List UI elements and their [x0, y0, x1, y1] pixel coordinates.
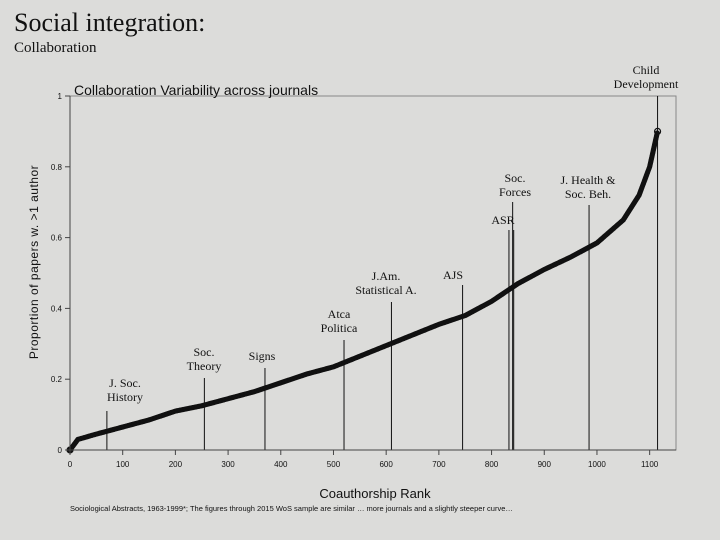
annotation-label-line: J.Am. — [372, 269, 401, 283]
y-tick-label: 1 — [58, 92, 63, 101]
annotation-label-j-soc-history: J. Soc. History — [107, 376, 143, 404]
annotation-label-line: History — [107, 390, 143, 404]
footnote: Sociological Abstracts, 1963-1999*; The … — [70, 504, 513, 513]
slide-title: Social integration: — [14, 8, 206, 37]
annotation-label-line: ASR — [491, 213, 514, 227]
annotation-label-line: Soc. — [194, 345, 215, 359]
annotation-label-line: Development — [614, 77, 679, 91]
x-axis-label: Coauthorship Rank — [319, 486, 431, 501]
x-tick-label: 200 — [169, 460, 183, 469]
annotation-label-line: Soc. — [505, 171, 526, 185]
annotation-label-line: Atca — [328, 307, 351, 321]
y-tick-label: 0.8 — [51, 163, 63, 172]
x-tick-label: 700 — [432, 460, 446, 469]
x-tick-label: 300 — [221, 460, 235, 469]
annotation-label-acta-politica: Atca Politica — [321, 307, 358, 335]
y-tick-label: 0.6 — [51, 234, 63, 243]
data-point — [653, 127, 662, 135]
annotation-label-line: J. Soc. — [109, 376, 141, 390]
slide-subtitle: Collaboration — [14, 40, 97, 56]
x-tick-label: 900 — [538, 460, 552, 469]
y-tick-label: 0 — [58, 446, 63, 455]
annotation-label-soc-theory: Soc. Theory — [187, 345, 222, 373]
chart-title: Collaboration Variability across journal… — [74, 82, 318, 98]
y-axis-label: Proportion of papers w. >1 author — [27, 165, 41, 359]
annotation-label-line: Politica — [321, 321, 358, 335]
annotation-label-signs: Signs — [249, 349, 276, 363]
annotation-label-j-am-statistical-a: J.Am. Statistical A. — [355, 269, 416, 297]
annotation-label-soc-forces: Soc. Forces — [499, 171, 531, 199]
annotation-label-line: Theory — [187, 359, 222, 373]
y-tick-label: 0.4 — [51, 304, 63, 313]
annotation-label-ajs: AJS — [443, 268, 463, 282]
annotation-label-line: J. Health & — [561, 173, 617, 187]
annotation-label-line: AJS — [443, 268, 463, 282]
annotation-label-line: Statistical A. — [355, 283, 416, 297]
annotation-label-line: Soc. Beh. — [565, 187, 611, 201]
y-tick-label: 0.2 — [51, 375, 63, 384]
annotation-label-j-health-soc-beh: J. Health & Soc. Beh. — [561, 173, 617, 201]
x-tick-label: 500 — [327, 460, 341, 469]
x-tick-label: 100 — [116, 460, 130, 469]
x-tick-label: 1000 — [588, 460, 606, 469]
annotation-label-line: Signs — [249, 349, 276, 363]
annotation-label-child-development: Child Development — [614, 63, 679, 91]
annotation-label-line: Child — [633, 63, 660, 77]
annotation-label-asr: ASR — [491, 213, 514, 227]
annotation-label-line: Forces — [499, 185, 531, 199]
x-tick-label: 0 — [68, 460, 73, 469]
x-tick-label: 400 — [274, 460, 288, 469]
x-tick-label: 800 — [485, 460, 499, 469]
x-tick-label: 600 — [379, 460, 393, 469]
x-tick-label: 1100 — [641, 460, 659, 469]
